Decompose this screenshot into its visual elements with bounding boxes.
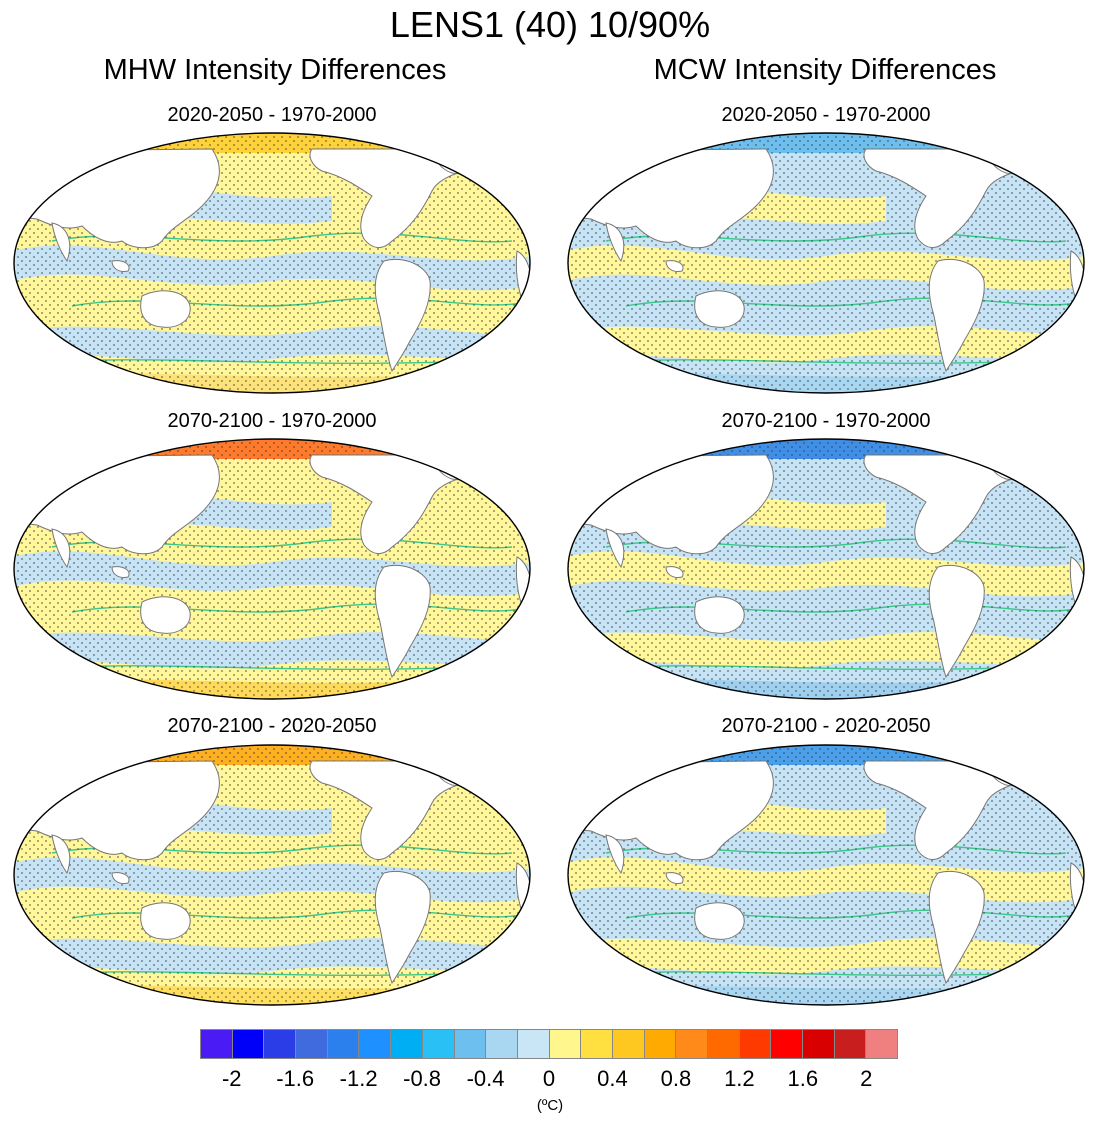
colorbar-swatch [708,1030,740,1058]
colorbar-swatch [232,1030,265,1058]
colorbar-swatch [834,1030,867,1058]
colorbar-swatch [486,1030,518,1058]
colorbar-swatch [866,1030,898,1058]
colorbar-swatch [454,1030,487,1058]
colorbar-tick-label: 2 [860,1066,873,1091]
colorbar-tick-label: 0.8 [660,1066,692,1091]
column-title-mcw: MCW Intensity Differences [653,54,997,86]
colorbar-tick-label: 0 [542,1066,556,1091]
colorbar-swatch [739,1030,772,1058]
panel-subtitle: 2020-2050 - 1970-2000 [167,104,377,126]
panel-subtitle: 2070-2100 - 2020-2050 [721,715,931,737]
map-panel-mcw-2070-2100 [567,438,1085,700]
figure-title: LENS1 (40) 10/90% [389,4,711,45]
colorbar-swatch [771,1030,804,1058]
colorbar-tick-label: -2 [221,1066,242,1091]
colorbar-swatch [327,1030,360,1058]
colorbar-swatch [803,1030,835,1058]
panel-subtitle: 2070-2100 - 2020-2050 [167,715,377,737]
panel-subtitle: 2020-2050 - 1970-2000 [721,104,931,126]
map-panel-mhw-2070-2050 [13,744,531,1006]
colorbar-swatch [612,1030,645,1058]
colorbar-tick-label: 0.4 [597,1066,628,1091]
colorbar-swatch [549,1030,582,1058]
colorbar-tick-label: -1.2 [339,1066,378,1091]
panel-subtitle: 2070-2100 - 1970-2000 [167,410,377,432]
colorbar-swatch [201,1030,233,1058]
colorbar-swatch [517,1030,550,1058]
colorbar-swatch [359,1030,392,1058]
colorbar-swatch [581,1030,613,1058]
colorbar-unit: (ºC) [536,1097,564,1114]
map-panel-mcw-2020-2050 [567,132,1085,394]
colorbar-tick-label: -0.8 [403,1066,442,1091]
colorbar-swatch [644,1030,677,1058]
colorbar-swatch [676,1030,708,1058]
map-panel-mhw-2020-2050 [13,132,531,394]
map-panel-mhw-2070-2100 [13,438,531,700]
colorbar-tick-label: -0.4 [466,1066,505,1091]
column-title-mhw: MHW Intensity Differences [103,54,447,86]
colorbar-tick-label: 1.6 [787,1066,819,1091]
colorbar-tick-label: 1.2 [724,1066,755,1091]
colorbar-tick-label: -1.6 [276,1066,315,1091]
colorbar-swatch [422,1030,455,1058]
colorbar-swatch [296,1030,328,1058]
colorbar-swatch [391,1030,423,1058]
map-panel-mcw-2070-2050 [567,744,1085,1006]
panel-subtitle: 2070-2100 - 1970-2000 [721,410,931,432]
colorbar [200,1029,898,1059]
colorbar-swatch [264,1030,297,1058]
